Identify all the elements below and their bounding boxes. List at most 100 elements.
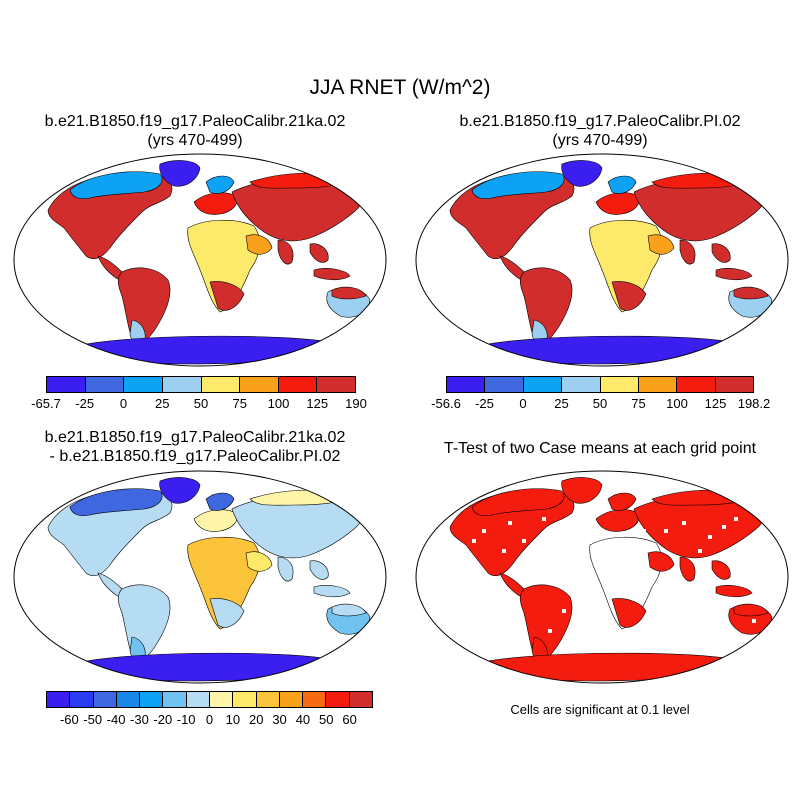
- africa-south: [611, 281, 647, 311]
- panel-3-title-line1: b.e21.B1850.f19_g17.PaleoCalibr.21ka.02: [44, 429, 346, 446]
- colorbar-tick-label: 25: [155, 396, 170, 411]
- map-outline: [13, 153, 387, 367]
- panel-1-colorbar-labels: -65.7 -25 0 25 50 75 100 125 190: [31, 396, 367, 412]
- non-significant-cell: [642, 529, 646, 533]
- australia-north: [331, 603, 367, 617]
- arabia: [245, 551, 273, 572]
- india: [679, 556, 696, 582]
- indonesia: [313, 268, 351, 281]
- non-significant-cell: [508, 521, 512, 525]
- canada-north: [69, 488, 163, 517]
- significance-note: Cells are significant at 0.1 level: [510, 702, 690, 717]
- colorbar-tick-label: 60: [342, 712, 357, 727]
- colorbar-tick-label: 40: [295, 712, 311, 727]
- canada-north: [471, 171, 565, 200]
- colorbar-swatch: [638, 377, 678, 392]
- panel-4-map: [415, 470, 789, 684]
- colorbar-tick-label: 100: [267, 396, 290, 411]
- colorbar-tick-label: 198.2: [737, 396, 771, 411]
- se-asia: [309, 243, 329, 263]
- panel-1-map: [13, 153, 387, 367]
- panel-2-map: [415, 153, 789, 367]
- australia-north: [733, 603, 769, 617]
- panel-2-title-line1: b.e21.B1850.f19_g17.PaleoCalibr.PI.02: [459, 113, 741, 130]
- colorbar-tick-label: 75: [232, 396, 247, 411]
- africa-south: [611, 598, 647, 628]
- colorbar-swatch: [600, 377, 639, 392]
- colorbar-swatch: [256, 692, 280, 707]
- colorbar-swatch: [209, 692, 234, 707]
- scandinavia: [205, 175, 235, 194]
- panel-1-title: b.e21.B1850.f19_g17.PaleoCalibr.21ka.02 …: [10, 112, 380, 150]
- colorbar-swatch: [523, 377, 563, 392]
- arabia: [647, 551, 675, 572]
- non-significant-cell: [612, 559, 616, 563]
- panel-3-map: [13, 470, 387, 684]
- panel-1-title-line1: b.e21.B1850.f19_g17.PaleoCalibr.21ka.02: [44, 113, 346, 130]
- non-significant-cell: [502, 549, 506, 553]
- colorbar-swatch: [233, 692, 257, 707]
- colorbar-tick-label: -20: [153, 712, 173, 727]
- colorbar-swatch: [163, 692, 187, 707]
- non-significant-cell: [734, 517, 738, 521]
- colorbar-tick-label: 0: [519, 396, 527, 411]
- non-significant-cell: [698, 549, 702, 553]
- arabia: [245, 234, 273, 255]
- colorbar-tick-label: -50: [83, 712, 103, 727]
- colorbar-tick-label: 50: [319, 712, 334, 727]
- colorbar-tick-label: 0: [119, 396, 128, 411]
- canada-north: [69, 171, 163, 200]
- non-significant-cell: [548, 629, 552, 633]
- colorbar-swatch: [70, 692, 94, 707]
- panel-2-colorbar-labels: -56.6 -25 0 25 50 75 100 125 198.2: [431, 396, 770, 412]
- colorbar-swatch: [116, 692, 141, 707]
- colorbar-swatch: [485, 377, 524, 392]
- colorbar-swatch: [140, 692, 164, 707]
- scandinavia: [205, 492, 235, 511]
- panel-3-title: b.e21.B1850.f19_g17.PaleoCalibr.21ka.02 …: [10, 428, 380, 466]
- colorbar-tick-label: 20: [248, 712, 264, 727]
- colorbar-swatch: [162, 377, 202, 392]
- non-significant-cell: [626, 589, 630, 593]
- colorbar-swatch: [201, 377, 241, 392]
- panel-1-colorbar: [46, 376, 356, 393]
- non-significant-cell: [682, 521, 686, 525]
- greenland: [561, 477, 603, 504]
- colorbar-tick-label: -30: [130, 712, 149, 727]
- colorbar-tick-label: 30: [272, 712, 287, 727]
- colorbar-tick-label: -25: [75, 396, 95, 411]
- se-asia: [711, 560, 731, 580]
- scandinavia: [607, 492, 637, 511]
- map-outline: [13, 470, 387, 684]
- africa-south: [209, 281, 245, 311]
- non-significant-cell: [708, 535, 712, 539]
- non-significant-cell: [722, 525, 726, 529]
- australia-north: [733, 286, 769, 300]
- colorbar-tick-label: -56.6: [431, 396, 461, 411]
- non-significant-cell: [482, 529, 486, 533]
- non-significant-cell: [626, 553, 630, 557]
- colorbar-swatch: [677, 377, 716, 392]
- colorbar-swatch: [349, 692, 372, 707]
- colorbar-swatch: [326, 692, 350, 707]
- colorbar-tick-label: -40: [106, 712, 126, 727]
- colorbar-tick-label: 100: [666, 396, 688, 411]
- colorbar-tick-label: 125: [306, 396, 329, 411]
- africa-south: [209, 598, 245, 628]
- panel-1-title-line2: (yrs 470-499): [147, 132, 243, 149]
- colorbar-swatch: [279, 692, 304, 707]
- colorbar-tick-label: 190: [345, 396, 367, 411]
- colorbar-swatch: [278, 377, 318, 392]
- non-significant-cell: [638, 569, 642, 573]
- non-significant-cell: [542, 517, 546, 521]
- indonesia: [715, 585, 753, 598]
- canada-north: [471, 488, 565, 517]
- colorbar-swatch: [317, 377, 355, 392]
- colorbar-tick-label: 10: [225, 712, 241, 727]
- indonesia: [313, 585, 351, 598]
- se-asia: [711, 243, 731, 263]
- colorbar-tick-label: 50: [592, 396, 608, 411]
- panel-4-title: T-Test of two Case means at each grid po…: [408, 439, 792, 458]
- figure-title: JJA RNET (W/m^2): [309, 76, 491, 99]
- panel-2-title-line2: (yrs 470-499): [552, 132, 648, 149]
